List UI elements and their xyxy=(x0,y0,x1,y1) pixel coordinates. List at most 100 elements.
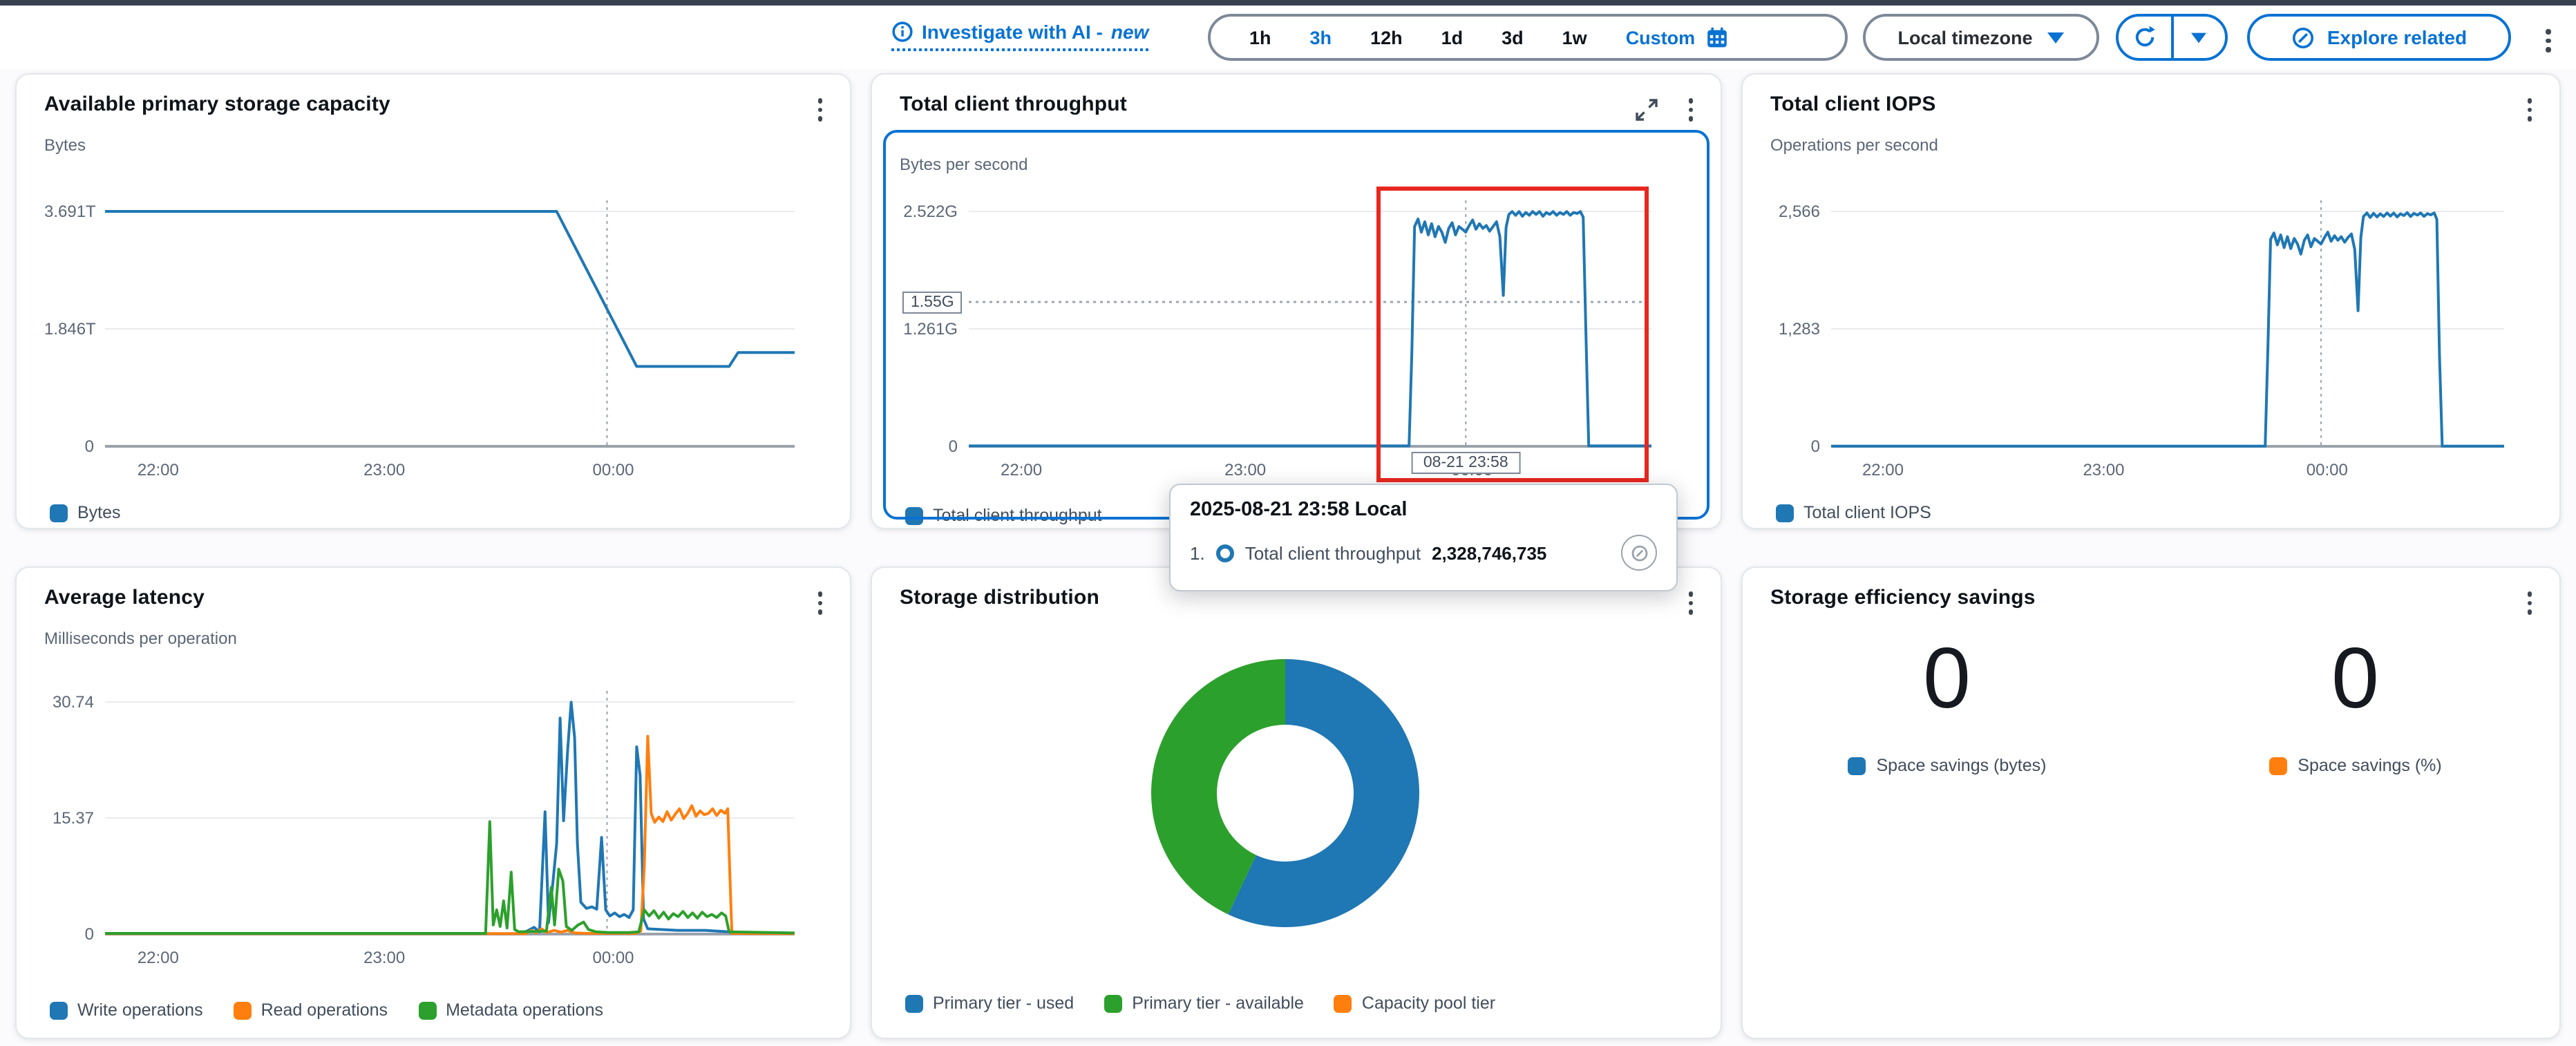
donut-slice[interactable] xyxy=(1151,659,1285,915)
line-chart-plot[interactable] xyxy=(44,629,822,1032)
panel-total-client-throughput: Total client throughput Bytes per second… xyxy=(871,73,1722,529)
y-axis-tick: 3.691T xyxy=(44,202,96,221)
time-range-custom-button[interactable]: Custom xyxy=(1607,26,1737,49)
kpi-value: 0 xyxy=(2331,631,2379,727)
line-chart-plot[interactable] xyxy=(44,135,822,495)
chart-legend: Total client throughput xyxy=(905,506,1102,525)
time-range-1h[interactable]: 1h xyxy=(1249,27,1271,48)
expand-icon[interactable] xyxy=(1634,98,1658,122)
x-axis-tick: 00:00 xyxy=(2306,460,2348,479)
panel-total-client-iops: Total client IOPS Operations per second … xyxy=(1741,73,2561,529)
legend-label: Primary tier - available xyxy=(1132,993,1304,1013)
legend-label: Bytes xyxy=(77,503,121,522)
y-axis-unit-label: Operations per second xyxy=(1770,135,1938,155)
time-range-3h[interactable]: 3h xyxy=(1309,27,1332,48)
investigate-with-ai-link[interactable]: Investigate with AI - new xyxy=(891,21,1149,51)
legend-label: Primary tier - used xyxy=(933,993,1074,1013)
info-icon xyxy=(891,21,913,43)
time-range-12h[interactable]: 12h xyxy=(1370,27,1403,48)
legend-label: Space savings (bytes) xyxy=(1876,756,2047,775)
explore-related-button[interactable]: Explore related xyxy=(2247,14,2511,61)
timezone-label: Local timezone xyxy=(1897,27,2033,48)
legend-swatch xyxy=(1847,757,1866,774)
line-chart-plot[interactable] xyxy=(1770,135,2532,495)
tooltip-investigate-icon[interactable] xyxy=(1621,535,1657,571)
time-range-1w[interactable]: 1w xyxy=(1562,27,1587,48)
legend-item[interactable]: Primary tier - used xyxy=(905,993,1074,1013)
x-axis-tick: 22:00 xyxy=(137,948,179,967)
investigate-label: Investigate with AI - xyxy=(922,21,1103,43)
panel-menu-button[interactable] xyxy=(1683,586,1698,620)
series-line xyxy=(1831,211,2504,448)
timezone-dropdown[interactable]: Local timezone xyxy=(1863,14,2099,61)
legend-item[interactable]: Write operations xyxy=(50,1000,203,1020)
crosshair-time-label: 08-21 23:58 xyxy=(1410,452,1521,474)
legend-item[interactable]: Space savings (%) xyxy=(2269,756,2442,775)
panel-title: Available primary storage capacity xyxy=(44,93,390,116)
legend-item[interactable]: Space savings (bytes) xyxy=(1847,756,2047,775)
panel-storage-distribution: Storage distribution Primary tier - used… xyxy=(871,567,1722,1039)
panel-title: Total client IOPS xyxy=(1770,93,1936,116)
latency-chart[interactable]: 30.74 15.37 0 22:00 23:00 00:00 xyxy=(44,629,822,1032)
legend-swatch xyxy=(905,994,923,1012)
legend-item[interactable]: Total client IOPS xyxy=(1776,503,1931,522)
calendar-icon xyxy=(1705,26,1728,49)
panel-menu-button[interactable] xyxy=(812,586,828,620)
panel-available-primary-storage-capacity: Available primary storage capacity Bytes… xyxy=(15,73,851,529)
refresh-button[interactable] xyxy=(2119,17,2170,58)
legend-swatch xyxy=(2269,757,2287,774)
chart-legend: Total client IOPS xyxy=(1776,503,1931,522)
panel-storage-efficiency-savings: Storage efficiency savings 0 Space savin… xyxy=(1741,567,2561,1039)
kpi-group: 0 Space savings (bytes) 0 Space savings … xyxy=(1743,634,2559,775)
legend-label: Metadata operations xyxy=(446,1000,603,1020)
x-axis-tick: 00:00 xyxy=(592,948,634,967)
refresh-options-button[interactable] xyxy=(2173,17,2225,58)
tooltip-timestamp: 2025-08-21 23:58 Local xyxy=(1190,499,1408,521)
legend-swatch xyxy=(50,1001,68,1019)
tooltip-series-value: 2,328,746,735 xyxy=(1432,542,1547,563)
y-axis-tick: 0 xyxy=(84,924,94,944)
series-line xyxy=(105,734,795,935)
kpi-value: 0 xyxy=(1923,631,1971,727)
legend-item[interactable]: Read operations xyxy=(233,1000,388,1020)
x-axis-tick: 22:00 xyxy=(137,460,179,479)
donut-chart[interactable] xyxy=(1147,655,1423,931)
crosshair-value-label: 1.55G xyxy=(902,291,963,314)
legend-label: Total client IOPS xyxy=(1803,503,1931,522)
time-range-3d[interactable]: 3d xyxy=(1502,27,1524,48)
legend-swatch xyxy=(1334,994,1352,1012)
panel-average-latency: Average latency Milliseconds per operati… xyxy=(15,567,851,1039)
x-axis-tick: 22:00 xyxy=(1862,460,1904,479)
kpi-space-savings-percent: 0 Space savings (%) xyxy=(2151,634,2559,775)
refresh-split-button xyxy=(2116,14,2228,61)
panel-menu-button[interactable] xyxy=(812,93,828,126)
window-top-border xyxy=(0,0,2576,6)
chart-legend: Bytes xyxy=(50,503,121,522)
legend-item[interactable]: Capacity pool tier xyxy=(1334,993,1495,1013)
panel-menu-button[interactable] xyxy=(2521,586,2537,620)
legend-item[interactable]: Bytes xyxy=(50,503,121,522)
chevron-down-icon xyxy=(2191,31,2208,44)
kpi-space-savings-bytes: 0 Space savings (bytes) xyxy=(1743,634,2151,775)
storage-capacity-chart[interactable]: 3.691T 1.846T 0 22:00 23:00 00:00 xyxy=(44,135,822,495)
storage-distribution-donut[interactable] xyxy=(1147,655,1423,931)
legend-swatch xyxy=(1776,504,1794,522)
y-axis-tick: 2.522G xyxy=(903,202,958,221)
compass-icon xyxy=(2291,26,2315,49)
legend-item[interactable]: Primary tier - available xyxy=(1104,993,1304,1013)
iops-chart[interactable]: 2,566 1,283 0 22:00 23:00 00:00 xyxy=(1770,135,2532,495)
legend-swatch xyxy=(233,1001,252,1019)
legend-item[interactable]: Total client throughput xyxy=(905,506,1102,525)
legend-label: Capacity pool tier xyxy=(1361,993,1496,1013)
legend-item[interactable]: Metadata operations xyxy=(418,1000,603,1020)
time-range-1d[interactable]: 1d xyxy=(1441,27,1464,48)
panel-title: Total client throughput xyxy=(900,93,1127,116)
line-chart-plot[interactable] xyxy=(900,155,1693,500)
donut-slice[interactable] xyxy=(1228,659,1419,927)
panel-menu-button[interactable] xyxy=(1683,93,1698,126)
toolbar-menu-button[interactable] xyxy=(2540,23,2556,57)
tooltip-series-label[interactable]: Total client throughput xyxy=(1244,542,1421,563)
panel-menu-button[interactable] xyxy=(2521,93,2537,126)
